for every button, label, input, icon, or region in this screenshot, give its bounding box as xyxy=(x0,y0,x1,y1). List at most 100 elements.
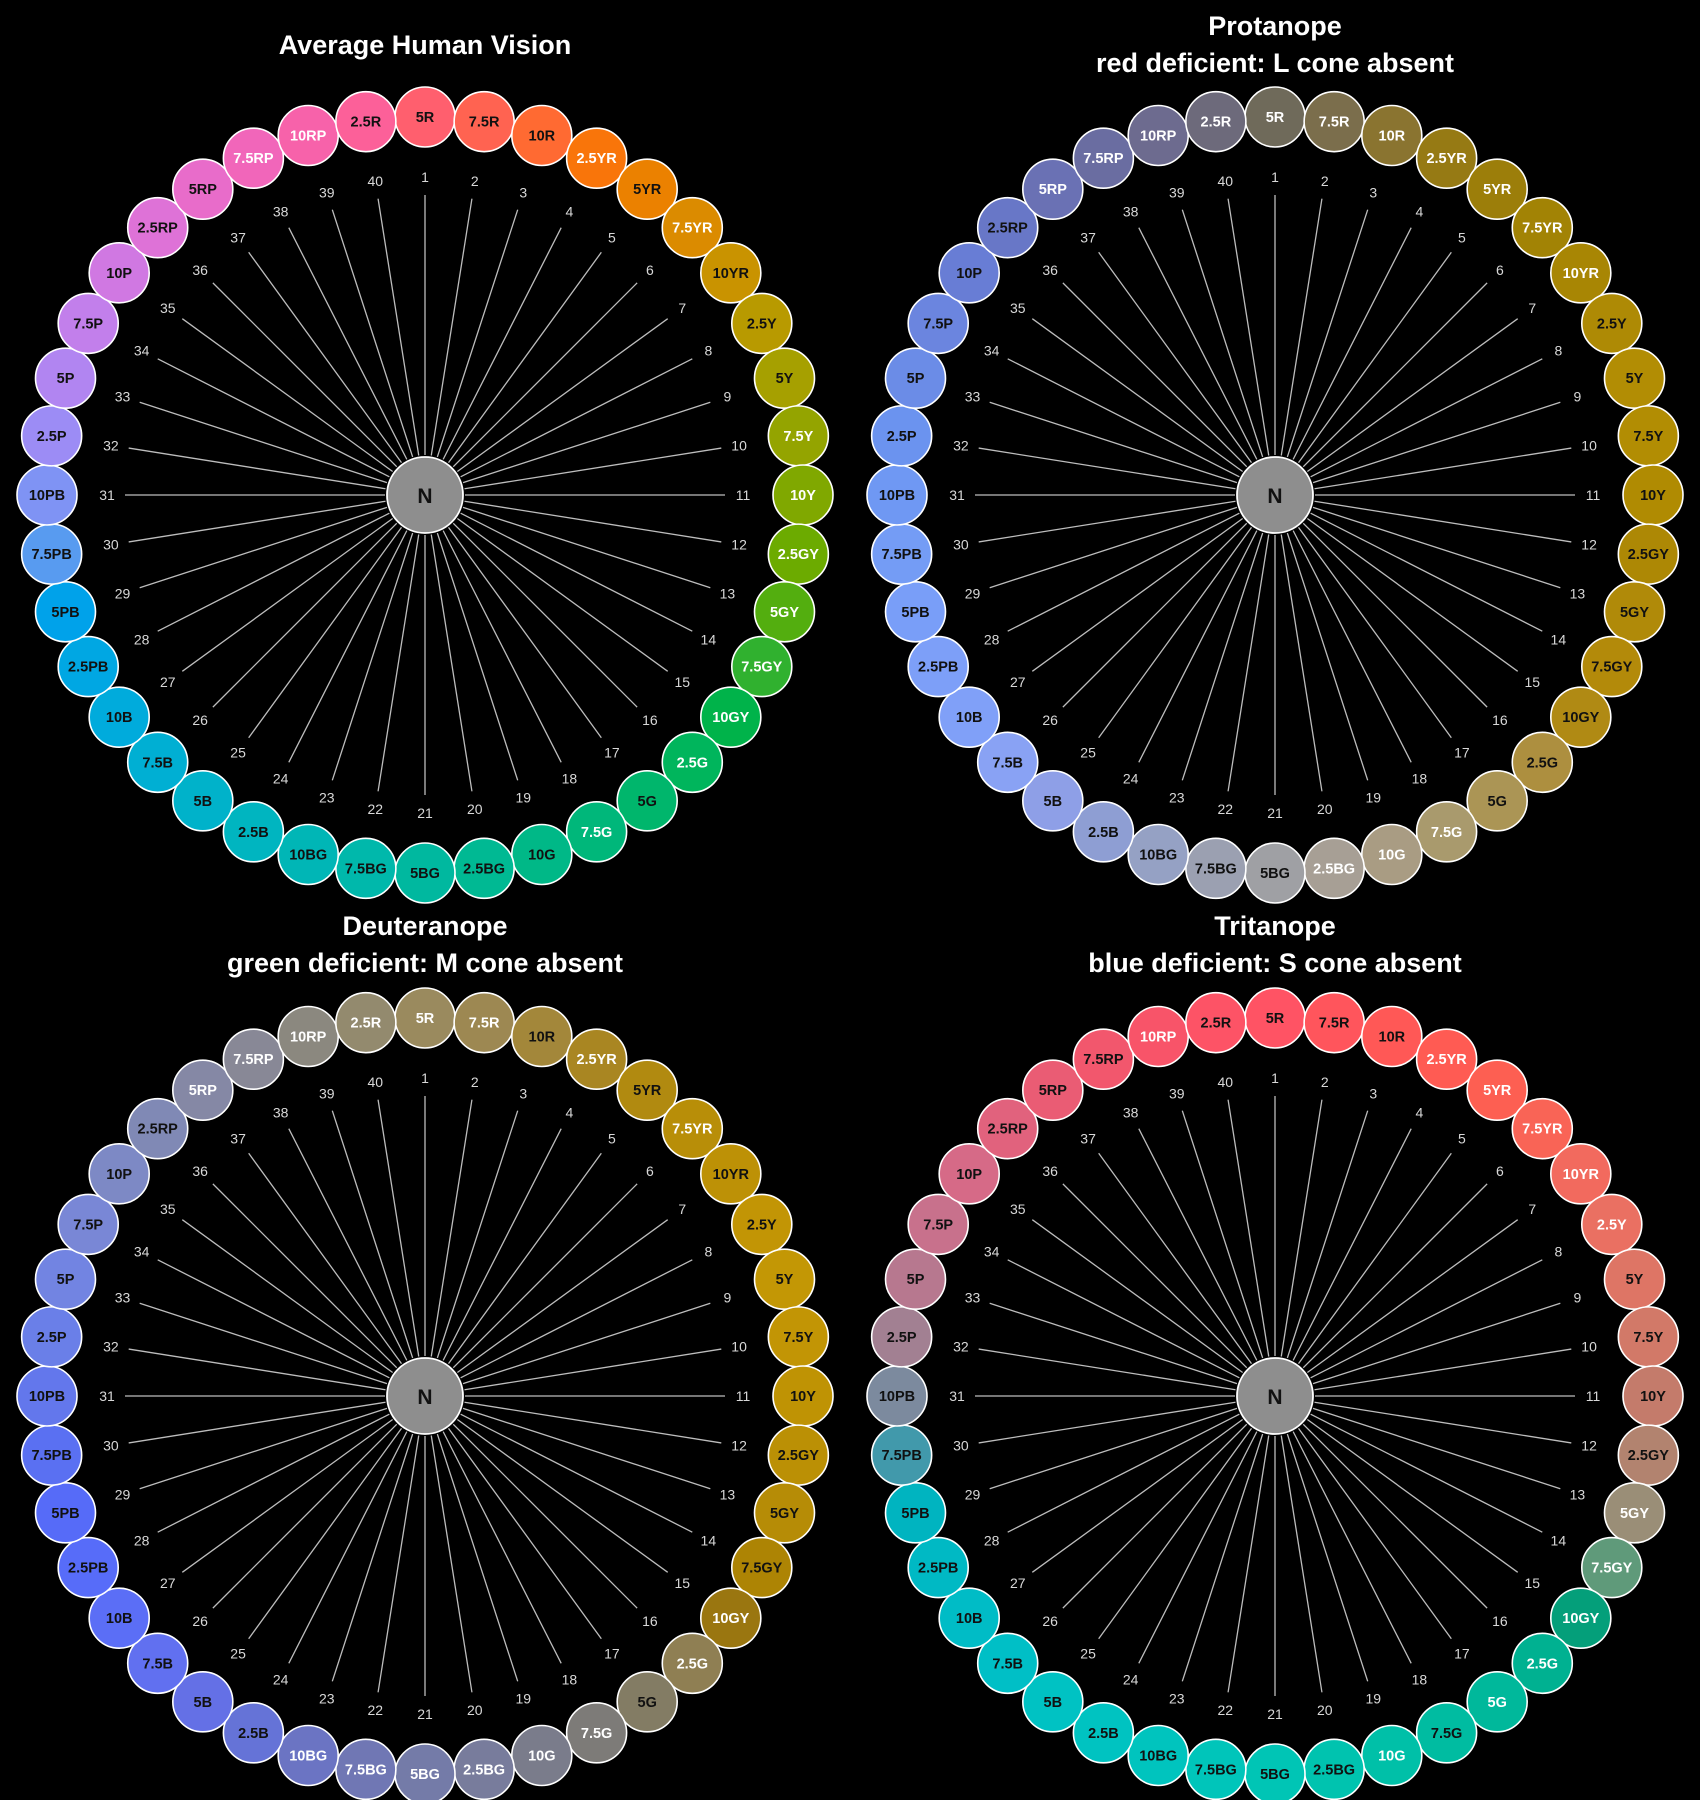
hue-swatch: 2.5G xyxy=(1511,1632,1574,1695)
spoke-line xyxy=(181,1219,394,1374)
spoke-line xyxy=(1292,227,1412,460)
hue-swatch: 7.5PB xyxy=(870,523,933,585)
hue-swatch: 5Y xyxy=(1603,1248,1666,1310)
index-label: 37 xyxy=(1080,1131,1096,1147)
index-label: 4 xyxy=(1415,204,1423,220)
hue-swatch-circle xyxy=(1617,1424,1680,1486)
hue-swatch-label: 2.5YR xyxy=(576,151,617,167)
panel-deuteranope: Deuteranope green deficient: M cone abse… xyxy=(16,911,834,1800)
hue-swatch: 7.5RP xyxy=(222,1028,285,1090)
index-label: 36 xyxy=(1042,262,1058,278)
hue-swatch: 5R xyxy=(394,987,456,1049)
hue-swatch-circle xyxy=(976,731,1039,794)
hue-swatch-circle xyxy=(1511,1097,1574,1160)
index-label: 3 xyxy=(1369,185,1377,201)
index-label: 16 xyxy=(642,712,658,728)
index-label: 29 xyxy=(965,585,981,601)
index-label: 4 xyxy=(565,204,573,220)
index-label: 14 xyxy=(1551,631,1567,647)
index-label: 30 xyxy=(103,537,119,553)
hue-swatch-label: 10B xyxy=(956,710,983,726)
spoke-line xyxy=(181,318,394,473)
hue-swatch-label: 7.5BG xyxy=(1195,1762,1237,1778)
hue-swatch: 5P xyxy=(884,1248,947,1310)
index-label: 12 xyxy=(731,1438,747,1454)
index-label: 17 xyxy=(604,744,620,760)
hue-swatch-label: 5Y xyxy=(776,371,794,387)
spoke-line xyxy=(1292,1128,1412,1361)
hue-swatch-label: 10G xyxy=(1378,1748,1405,1764)
spoke-line xyxy=(462,506,711,589)
spoke-line xyxy=(460,358,693,478)
spoke-line xyxy=(1310,1413,1543,1533)
hue-swatch: 5RP xyxy=(1022,158,1084,220)
hue-swatch-circle xyxy=(277,1724,339,1787)
hue-swatch-label: 2.5G xyxy=(1527,1656,1558,1672)
hue-swatch: 7.5Y xyxy=(767,405,830,467)
hue-swatch: 2.5B xyxy=(222,801,285,863)
hue-swatch-label: 7.5RP xyxy=(1083,1052,1124,1068)
index-label: 40 xyxy=(367,173,383,189)
hue-swatch-circle xyxy=(1581,292,1643,355)
hue-swatch: 5B xyxy=(1022,770,1084,832)
hue-swatch-label: 7.5GY xyxy=(1591,1561,1632,1577)
hue-swatch: 2.5P xyxy=(870,405,933,467)
hue-swatch: 10PB xyxy=(866,1365,928,1427)
hue-swatch: 5P xyxy=(34,1248,97,1310)
index-label: 38 xyxy=(273,204,289,220)
hue-swatch-label: 7.5B xyxy=(992,755,1023,771)
hue-swatch-label: 2.5B xyxy=(238,825,269,841)
index-label: 39 xyxy=(319,185,335,201)
hue-swatch: 5Y xyxy=(1603,347,1666,409)
index-label: 2 xyxy=(1321,1074,1329,1090)
hue-swatch: 10BG xyxy=(277,1724,339,1787)
index-label: 13 xyxy=(720,1486,736,1502)
hue-swatch: 5RP xyxy=(172,1059,234,1121)
hue-swatch: 10PB xyxy=(16,1365,78,1427)
hue-swatch-label: 2.5PB xyxy=(68,1561,108,1577)
hue-swatch-label: 10Y xyxy=(1640,1389,1666,1405)
index-label: 4 xyxy=(1415,1105,1423,1121)
spoke-line xyxy=(1314,500,1572,543)
hue-swatch-circle xyxy=(753,1248,816,1310)
hue-swatch: 5YR xyxy=(616,1059,678,1121)
hue-swatch: 7.5Y xyxy=(767,1306,830,1368)
spoke-line xyxy=(1227,198,1270,456)
index-label: 28 xyxy=(134,631,150,647)
hue-swatch-label: 2.5PB xyxy=(68,660,108,676)
hue-swatch: 2.5BG xyxy=(1303,1738,1365,1800)
spoke-line xyxy=(1310,512,1543,632)
index-label: 30 xyxy=(103,1438,119,1454)
spoke-line xyxy=(442,1128,562,1361)
hue-swatch: 7.5RP xyxy=(1072,1028,1135,1090)
hue-swatch-label: 2.5RP xyxy=(138,1122,179,1138)
neutral-center-circle xyxy=(1236,456,1314,534)
spoke-line xyxy=(1302,282,1488,468)
hue-swatch: 10PB xyxy=(866,464,928,526)
spoke-line xyxy=(331,1110,414,1359)
hue-swatch-label: 7.5B xyxy=(142,755,173,771)
index-label: 27 xyxy=(160,674,176,690)
spokes xyxy=(125,195,725,795)
hue-swatch-circle xyxy=(976,1632,1039,1695)
index-label: 6 xyxy=(646,262,654,278)
hue-swatch-circle xyxy=(565,1028,628,1090)
spoke-line xyxy=(377,1435,420,1693)
hue-swatch: 10YR xyxy=(700,242,762,304)
spoke-line xyxy=(1314,1401,1572,1444)
hue-swatch-circle xyxy=(1022,1059,1084,1121)
spoke-line xyxy=(1292,1431,1412,1664)
index-label: 2 xyxy=(1321,173,1329,189)
index-label: 28 xyxy=(984,1532,1000,1548)
hue-swatch-circle xyxy=(907,292,969,355)
index-label: 37 xyxy=(1080,230,1096,246)
hue-swatch-circle xyxy=(938,686,1000,748)
hue-swatch-label: 10R xyxy=(1379,129,1406,145)
index-label: 21 xyxy=(417,805,433,821)
hue-swatch-circle xyxy=(1127,823,1189,886)
spoke-line xyxy=(989,401,1238,484)
index-label: 10 xyxy=(731,1338,747,1354)
hue-swatch: 7.5Y xyxy=(1617,1306,1680,1368)
hue-swatch-circle xyxy=(1511,731,1574,794)
hue-swatch: 7.5P xyxy=(57,292,119,355)
